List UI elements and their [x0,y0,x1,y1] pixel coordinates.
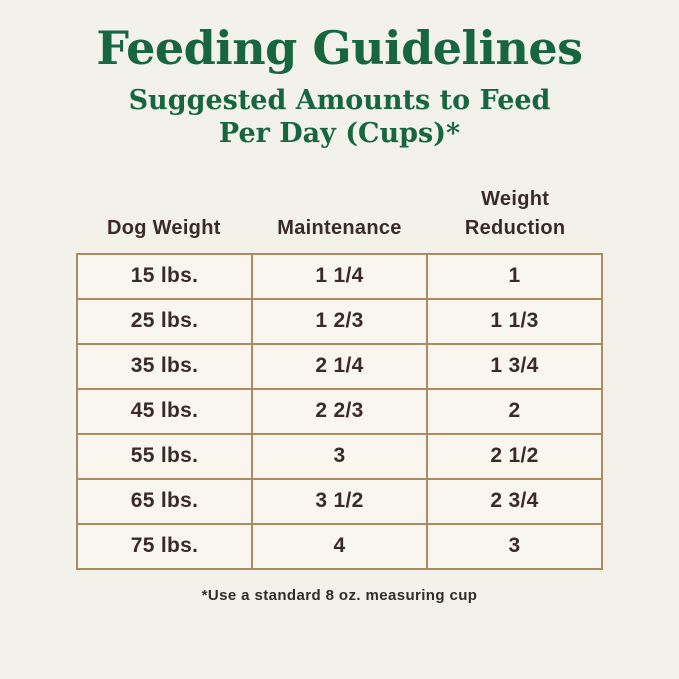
table-row: 55 lbs. 3 2 1/2 [76,432,603,480]
cell-maintenance: 1 2/3 [251,297,428,345]
subtitle-line-2: Per Day (Cups)* [218,117,461,149]
page-subtitle: Suggested Amounts to Feed Per Day (Cups)… [129,85,551,151]
page-title: Feeding Guidelines [96,21,583,75]
cell-weight-reduction: 1 [426,252,603,300]
table-row: 65 lbs. 3 1/2 2 3/4 [76,477,603,525]
cell-maintenance: 3 [251,432,428,480]
column-header-dog-weight: Dog Weight [106,216,221,239]
table-row: 75 lbs. 4 3 [76,522,603,570]
table-row: 15 lbs. 1 1/4 1 [76,252,603,300]
cell-weight-reduction: 1 1/3 [426,297,603,345]
column-header-weight-reduction: Weight Reduction [464,187,566,239]
cell-dog-weight: 45 lbs. [76,387,253,435]
subtitle-line-1: Suggested Amounts to Feed [128,84,551,116]
measuring-cup-footnote: *Use a standard 8 oz. measuring cup [201,586,478,604]
table-row: 35 lbs. 2 1/4 1 3/4 [76,342,603,390]
cell-dog-weight: 25 lbs. [76,297,253,345]
cell-dog-weight: 35 lbs. [76,342,253,390]
cell-weight-reduction: 3 [426,522,603,570]
feeding-table-section: Dog Weight Maintenance Weight Reduction … [76,185,603,570]
cell-maintenance: 1 1/4 [251,252,428,300]
cell-maintenance: 3 1/2 [251,477,428,525]
cell-dog-weight: 65 lbs. [76,477,253,525]
cell-maintenance: 2 2/3 [251,387,428,435]
cell-weight-reduction: 2 1/2 [426,432,603,480]
cell-dog-weight: 75 lbs. [76,522,253,570]
cell-maintenance: 2 1/4 [251,342,428,390]
column-header-maintenance: Maintenance [277,216,402,239]
cell-maintenance: 4 [251,522,428,570]
table-column-headers: Dog Weight Maintenance Weight Reduction [76,185,603,243]
cell-weight-reduction: 1 3/4 [426,342,603,390]
table-row: 45 lbs. 2 2/3 2 [76,387,603,435]
feeding-table: 15 lbs. 1 1/4 1 25 lbs. 1 2/3 1 1/3 35 l… [76,252,603,570]
cell-dog-weight: 15 lbs. [76,252,253,300]
cell-dog-weight: 55 lbs. [76,432,253,480]
table-row: 25 lbs. 1 2/3 1 1/3 [76,297,603,345]
cell-weight-reduction: 2 [426,387,603,435]
cell-weight-reduction: 2 3/4 [426,477,603,525]
